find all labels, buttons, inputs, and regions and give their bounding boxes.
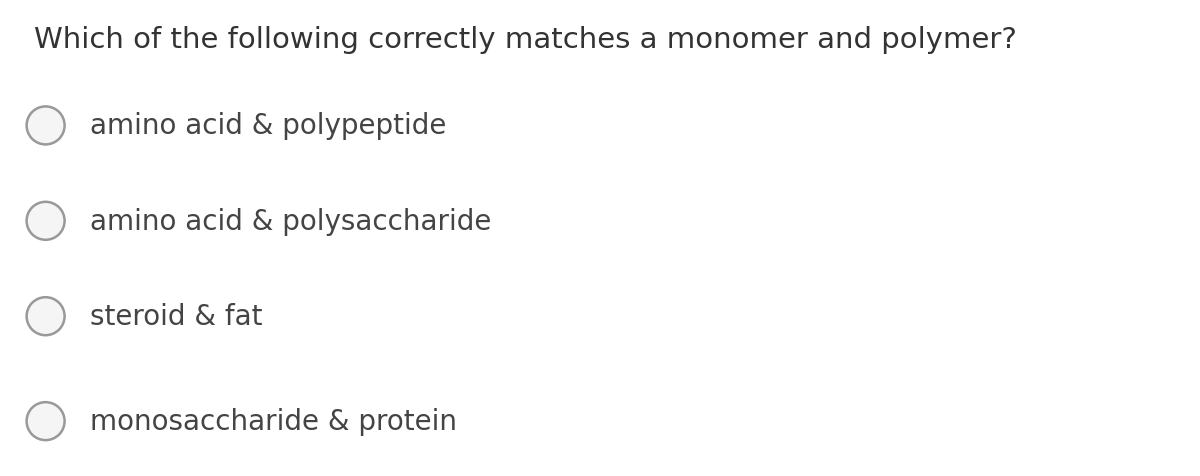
Text: steroid & fat: steroid & fat: [90, 303, 263, 330]
Text: Which of the following correctly matches a monomer and polymer?: Which of the following correctly matches…: [34, 26, 1016, 54]
Text: amino acid & polysaccharide: amino acid & polysaccharide: [90, 208, 491, 235]
Text: monosaccharide & protein: monosaccharide & protein: [90, 407, 457, 435]
Text: amino acid & polypeptide: amino acid & polypeptide: [90, 112, 446, 140]
